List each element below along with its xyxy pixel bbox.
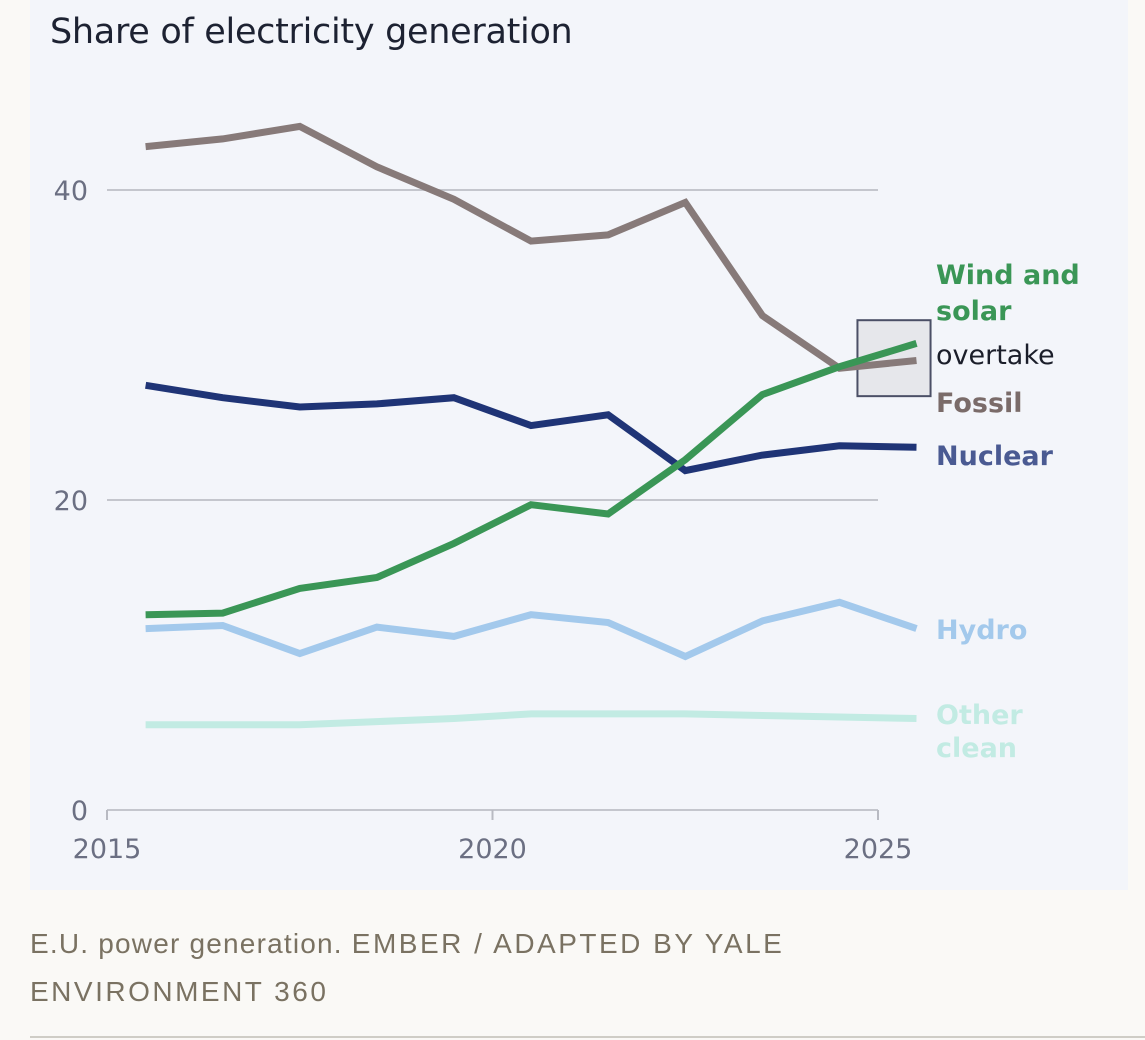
series-label-fossil: Fossil xyxy=(936,388,1023,419)
x-tick-label: 2025 xyxy=(844,834,913,865)
caption-text: E.U. power generation. xyxy=(30,928,343,959)
chart-title: Share of electricity generation xyxy=(50,12,573,52)
image-caption: E.U. power generation. Ember / Adapted b… xyxy=(30,920,930,1016)
series-label-nuclear: Nuclear xyxy=(936,441,1054,472)
y-tick-label: 20 xyxy=(54,486,88,517)
line-chart: 0 20 40 2015 2020 2025 Fossil Nuclear Wind and s… xyxy=(54,122,1080,865)
overtake-annotation: overtake xyxy=(936,340,1055,371)
series-label-wind-and-solar: Wind and xyxy=(936,260,1080,291)
x-tick-label: 2020 xyxy=(458,834,527,865)
y-tick-label: 0 xyxy=(71,796,88,827)
divider xyxy=(30,1036,1145,1038)
series-label-other-clean: clean xyxy=(936,733,1017,764)
series-line-fossil xyxy=(145,122,917,372)
series-line-wind-and-solar xyxy=(145,340,918,619)
series-line-hydro xyxy=(145,598,918,661)
series-label-other-clean: Other xyxy=(936,700,1023,731)
series-label-wind-and-solar: solar xyxy=(936,296,1012,327)
y-tick-label: 40 xyxy=(54,176,88,207)
chart-panel xyxy=(30,0,1128,890)
series-line-nuclear xyxy=(145,381,917,475)
x-tick-label: 2015 xyxy=(73,834,142,865)
caption-source: Ember / Adapted by Yale Environment 360 xyxy=(30,928,785,1007)
series-line-other-clean xyxy=(145,710,917,729)
series-label-hydro: Hydro xyxy=(936,615,1027,646)
